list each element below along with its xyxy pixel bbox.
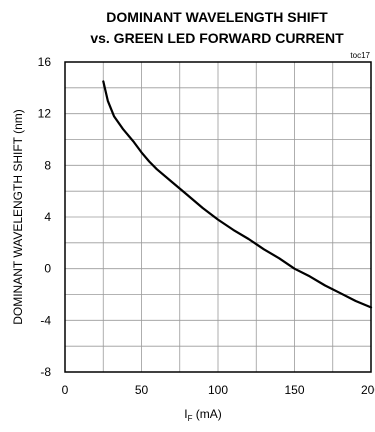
series-line [102, 80, 373, 309]
y-tick-label-0: 16 [38, 55, 52, 69]
y-tick-label-4: 0 [44, 262, 51, 276]
chart-title-line1: DOMINANT WAVELENGTH SHIFT [106, 9, 328, 25]
chart-title-line2: vs. GREEN LED FORWARD CURRENT [90, 30, 344, 46]
y-tick-labels: 16 12 8 4 0 -4 -8 [38, 55, 52, 379]
x-tick-label-2: 100 [208, 383, 228, 397]
y-axis-label: DOMINANT WAVELENGTH SHIFT (nm) [11, 109, 25, 325]
grid [65, 62, 371, 372]
x-tick-label-1: 50 [135, 383, 149, 397]
chart-tag: toc17 [350, 51, 370, 60]
y-tick-label-3: 4 [44, 210, 51, 224]
x-tick-label-0: 0 [62, 383, 69, 397]
x-axis-label: IF (mA) [184, 407, 222, 423]
y-tick-label-5: -4 [40, 313, 51, 327]
y-tick-label-2: 8 [44, 158, 51, 172]
y-tick-label-6: -8 [40, 365, 51, 379]
x-axis-label-sub: F [188, 414, 193, 423]
plot-frame [64, 61, 372, 373]
x-tick-labels: 0 50 100 150 200 [62, 383, 375, 397]
x-tick-label-3: 150 [284, 383, 304, 397]
x-tick-label-4: 200 [361, 383, 375, 397]
x-axis-label-unit: (mA) [192, 407, 221, 421]
y-tick-label-1: 12 [38, 107, 52, 121]
x-axis-label-main: I [184, 407, 187, 421]
